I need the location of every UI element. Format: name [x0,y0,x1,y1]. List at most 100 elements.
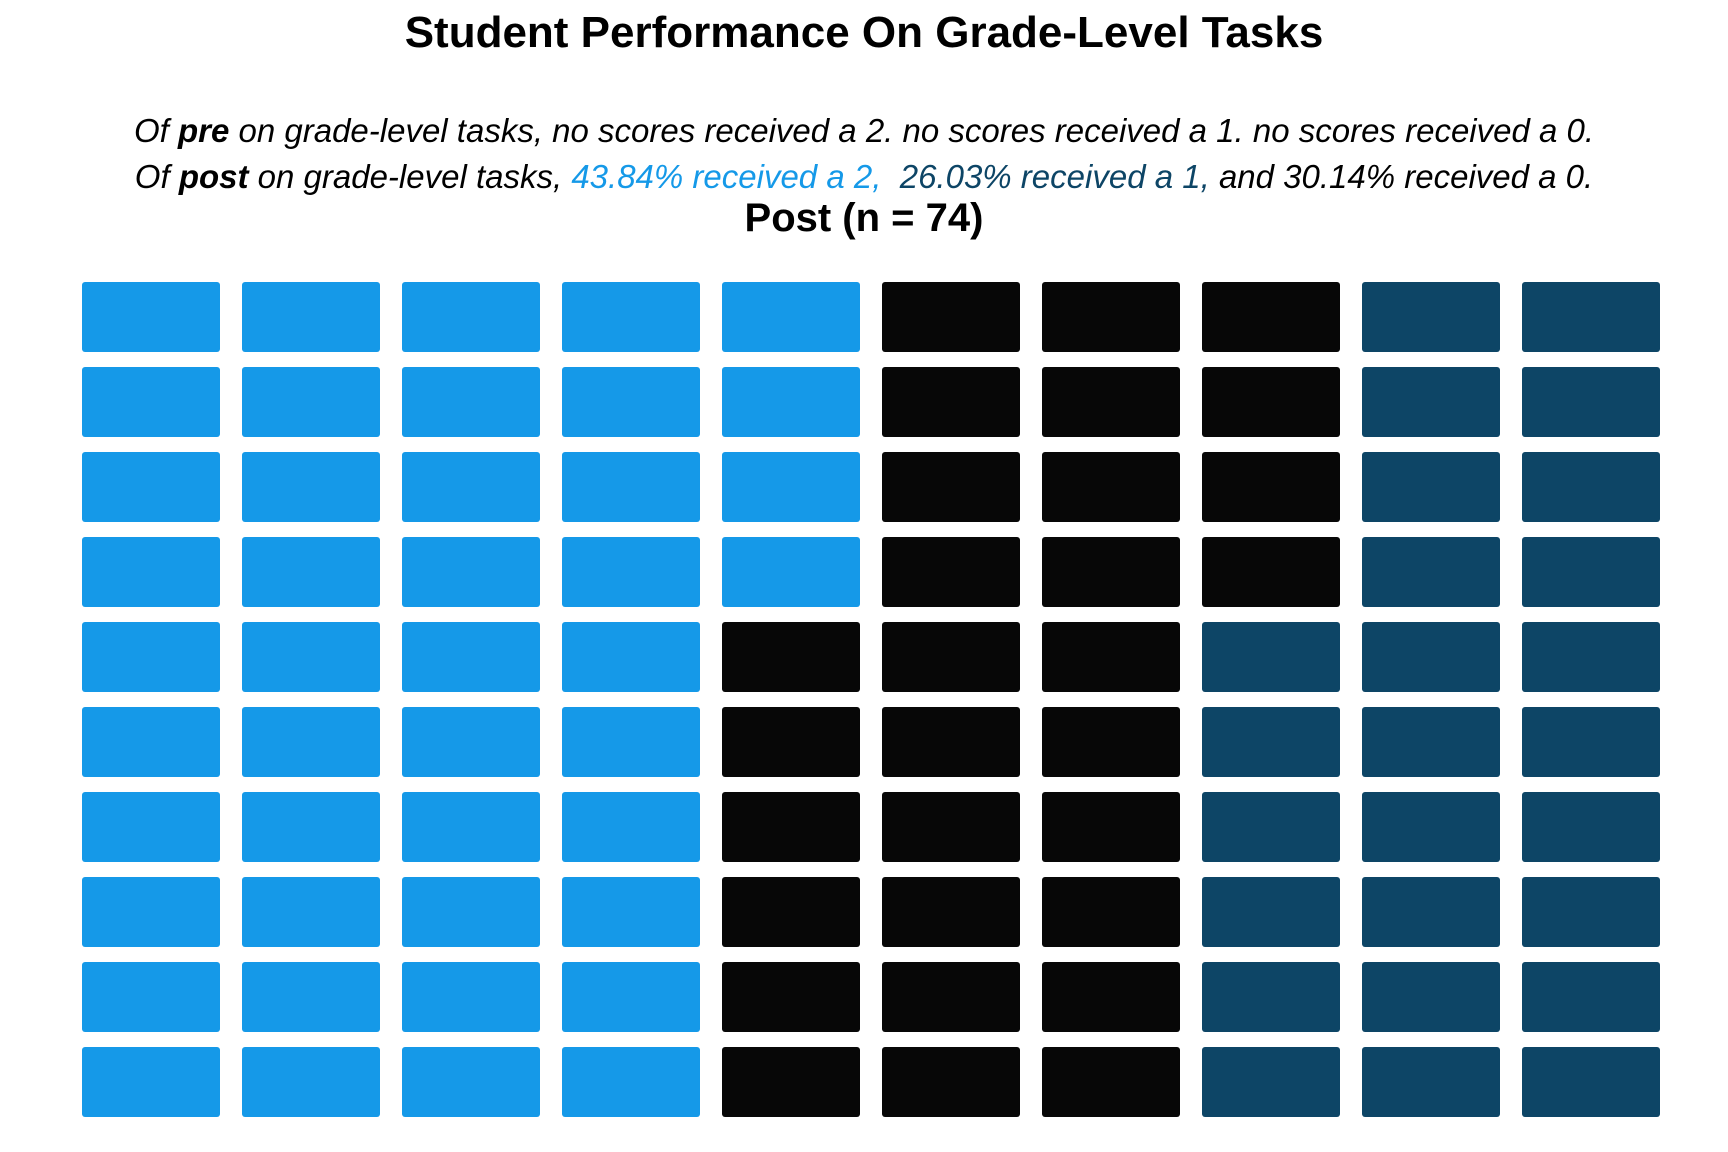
waffle-cell-received-a-2 [402,367,540,437]
waffle-cell-received-a-2 [242,537,380,607]
waffle-cell-received-a-2 [562,877,700,947]
waffle-cell-received-a-1 [1522,282,1660,352]
waffle-cell-received-a-2 [242,367,380,437]
waffle-cell-received-a-0 [1042,792,1180,862]
waffle-cell-received-a-0 [1202,537,1340,607]
waffle-cell-received-a-2 [242,962,380,1032]
waffle-cell-received-a-2 [562,282,700,352]
waffle-cell-received-a-0 [722,1047,860,1117]
pre-summary-sentence: Of pre on grade-level tasks, no scores r… [0,112,1728,150]
waffle-cell-received-a-0 [722,877,860,947]
waffle-cell-received-a-2 [402,282,540,352]
waffle-cell-received-a-2 [242,877,380,947]
waffle-cell-received-a-1 [1202,792,1340,862]
waffle-cell-received-a-0 [1042,537,1180,607]
waffle-cell-received-a-1 [1202,707,1340,777]
waffle-cell-received-a-1 [1362,537,1500,607]
waffle-cell-received-a-1 [1522,707,1660,777]
waffle-cell-received-a-2 [82,452,220,522]
waffle-cell-received-a-2 [562,1047,700,1117]
waffle-cell-received-a-2 [402,707,540,777]
waffle-cell-received-a-1 [1522,537,1660,607]
waffle-cell-received-a-0 [882,622,1020,692]
waffle-cell-received-a-0 [1202,452,1340,522]
waffle-cell-received-a-0 [1202,367,1340,437]
waffle-cell-received-a-1 [1362,452,1500,522]
post-score0-text: and 30.14% received a 0. [1218,158,1594,195]
waffle-cell-received-a-2 [722,367,860,437]
waffle-cell-received-a-1 [1362,1047,1500,1117]
post-prefix: Of [134,158,179,195]
waffle-cell-received-a-0 [882,367,1020,437]
chart-title: Student Performance On Grade-Level Tasks [404,8,1324,57]
waffle-cell-received-a-1 [1202,962,1340,1032]
waffle-cell-received-a-2 [242,792,380,862]
waffle-cell-received-a-0 [1042,367,1180,437]
waffle-cell-received-a-0 [722,962,860,1032]
waffle-cell-received-a-1 [1362,367,1500,437]
waffle-cell-received-a-2 [82,792,220,862]
waffle-cell-received-a-2 [82,282,220,352]
waffle-cell-received-a-0 [1042,282,1180,352]
waffle-cell-received-a-2 [562,537,700,607]
waffle-cell-received-a-2 [82,537,220,607]
waffle-cell-received-a-0 [882,877,1020,947]
waffle-cell-received-a-2 [402,537,540,607]
waffle-cell-received-a-2 [242,1047,380,1117]
waffle-cell-received-a-0 [882,792,1020,862]
waffle-cell-received-a-0 [882,452,1020,522]
waffle-cell-received-a-2 [242,452,380,522]
waffle-cell-received-a-1 [1522,962,1660,1032]
post-lead-text: on grade-level tasks, [248,158,572,195]
waffle-cell-received-a-0 [1202,282,1340,352]
waffle-cell-received-a-2 [562,707,700,777]
waffle-cell-received-a-1 [1362,962,1500,1032]
waffle-cell-received-a-2 [402,962,540,1032]
waffle-cell-received-a-0 [882,1047,1020,1117]
post-score1-text: 26.03% received a 1, [899,158,1210,195]
waffle-cell-received-a-1 [1202,877,1340,947]
waffle-cell-received-a-2 [402,792,540,862]
post-score2-text: 43.84% received a 2, [571,158,882,195]
waffle-cell-received-a-0 [722,792,860,862]
waffle-cell-received-a-0 [882,282,1020,352]
waffle-cell-received-a-1 [1522,1047,1660,1117]
waffle-cell-received-a-1 [1362,707,1500,777]
waffle-cell-received-a-2 [562,962,700,1032]
waffle-cell-received-a-1 [1522,367,1660,437]
waffle-cell-received-a-0 [882,962,1020,1032]
waffle-cell-received-a-2 [562,792,700,862]
waffle-cell-received-a-1 [1202,1047,1340,1117]
waffle-cell-received-a-1 [1362,622,1500,692]
waffle-cell-received-a-1 [1202,622,1340,692]
post-summary-sentence: Of post on grade-level tasks, 43.84% rec… [0,158,1728,196]
chart-subtitle: Post (n = 74) [744,196,984,240]
waffle-cell-received-a-1 [1522,877,1660,947]
waffle-cell-received-a-2 [82,707,220,777]
waffle-cell-received-a-2 [82,622,220,692]
waffle-cell-received-a-1 [1522,792,1660,862]
waffle-cell-received-a-2 [402,452,540,522]
waffle-cell-received-a-2 [82,367,220,437]
waffle-cell-received-a-2 [242,707,380,777]
waffle-cell-received-a-0 [722,622,860,692]
waffle-cell-received-a-2 [242,622,380,692]
waffle-cell-received-a-0 [1042,1047,1180,1117]
pre-group-label: pre [177,112,230,149]
pre-prefix: Of [133,112,178,149]
waffle-cell-received-a-0 [1042,707,1180,777]
waffle-cell-received-a-0 [882,537,1020,607]
waffle-cell-received-a-0 [882,707,1020,777]
waffle-cell-received-a-0 [1042,622,1180,692]
pre-summary-text: on grade-level tasks, no scores received… [229,112,1595,149]
waffle-cell-received-a-1 [1362,282,1500,352]
waffle-cell-received-a-2 [82,1047,220,1117]
waffle-cell-received-a-2 [722,537,860,607]
waffle-cell-received-a-0 [722,707,860,777]
waffle-cell-received-a-1 [1522,452,1660,522]
waffle-cell-received-a-0 [1042,452,1180,522]
waffle-cell-received-a-2 [562,622,700,692]
waffle-cell-received-a-2 [402,622,540,692]
waffle-cell-received-a-0 [1042,877,1180,947]
post-group-label: post [178,158,249,195]
